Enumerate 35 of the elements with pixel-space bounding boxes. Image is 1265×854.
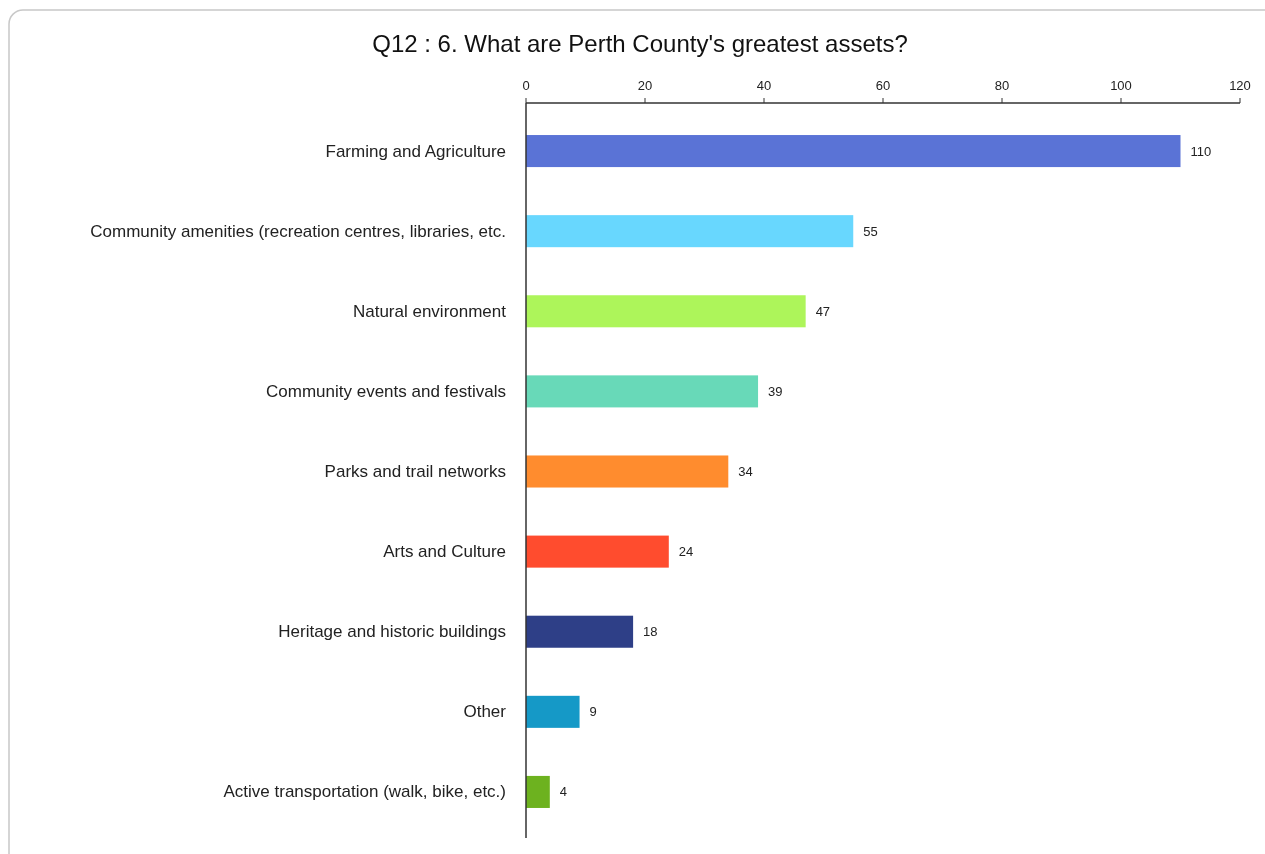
- data-label: 47: [815, 303, 831, 319]
- y-tick-label: Community events and festivals: [266, 381, 506, 401]
- bar: [526, 215, 854, 248]
- y-tick-label: Active transportation (walk, bike, etc.): [223, 782, 506, 802]
- chart-title: Q12 : 6. What are Perth County's greatest assets?: [372, 30, 908, 57]
- bar: [526, 695, 580, 728]
- bar: [526, 775, 550, 808]
- bar: [526, 615, 634, 648]
- data-label: 34: [738, 464, 753, 479]
- data-label: 4: [559, 784, 568, 800]
- y-tick-label: Arts and Culture: [383, 542, 506, 562]
- data-label: 9: [589, 704, 597, 720]
- data-label: 24: [678, 544, 694, 560]
- y-tick-label: Heritage and historic buildings: [278, 622, 506, 642]
- y-tick-label: Natural environment: [352, 301, 507, 321]
- data-label: 18: [643, 624, 658, 640]
- bar: [526, 135, 1181, 168]
- x-tick-label: 20: [637, 78, 653, 93]
- bar: [526, 455, 729, 488]
- y-tick-label: Parks and trail networks: [324, 462, 506, 481]
- x-tick-label: 100: [1110, 78, 1132, 93]
- data-label: 39: [768, 383, 783, 399]
- data-label: 55: [863, 223, 878, 239]
- x-tick-label: 80: [994, 78, 1010, 93]
- y-tick-label: Community amenities (recreation centres, libraries, etc.: [90, 221, 506, 241]
- x-tick-label: 120: [1229, 78, 1251, 93]
- bar: [526, 535, 669, 568]
- x-tick-label: 60: [875, 78, 891, 93]
- x-tick-label: 0: [522, 78, 530, 93]
- data-label: 110: [1190, 143, 1212, 159]
- x-tick-label: 40: [756, 78, 772, 93]
- y-tick-label: Farming and Agriculture: [325, 141, 506, 161]
- y-tick-label: Other: [463, 702, 507, 722]
- bar: [526, 375, 759, 408]
- bar: [526, 295, 806, 328]
